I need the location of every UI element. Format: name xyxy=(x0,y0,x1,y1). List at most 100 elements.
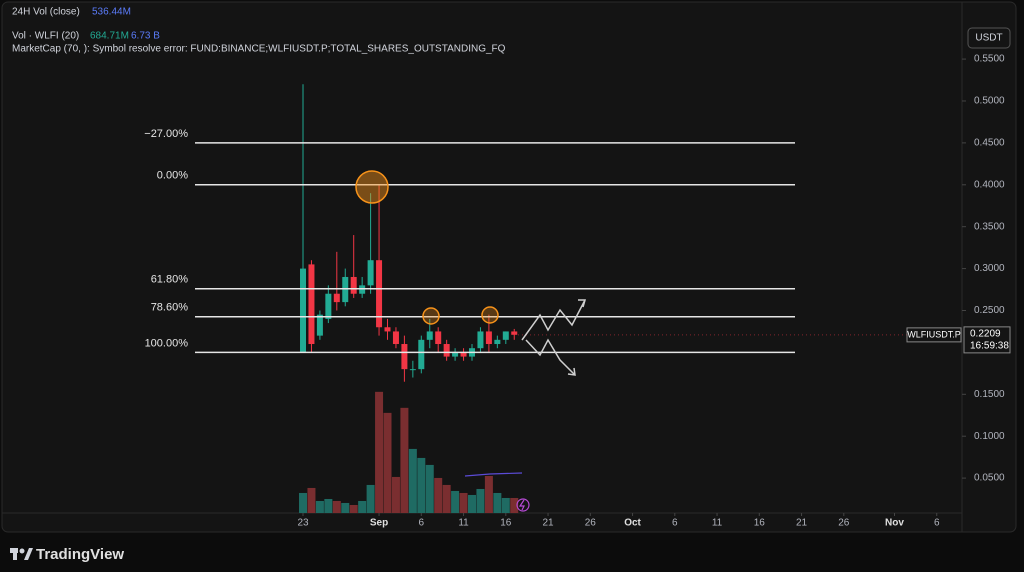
y-tick-label: 0.3000 xyxy=(974,263,1005,274)
volume-bar xyxy=(510,497,519,513)
volume-bar xyxy=(417,457,426,513)
x-tick-label: 21 xyxy=(542,518,554,529)
candle-body xyxy=(384,327,391,332)
y-tick-label: 0.4000 xyxy=(974,179,1005,190)
candle-body xyxy=(485,331,492,345)
y-tick-label: 0.5500 xyxy=(974,54,1005,65)
x-tick-label: 11 xyxy=(458,518,469,529)
candle-body xyxy=(376,260,383,328)
volume-bar xyxy=(307,487,316,513)
legend-vol-value: 684.71M xyxy=(90,31,129,42)
candle-body xyxy=(342,276,349,303)
x-tick-label: 23 xyxy=(297,518,309,529)
volume-bar xyxy=(315,500,324,513)
volume-bar xyxy=(349,504,358,513)
y-tick-label: 0.0500 xyxy=(974,473,1005,484)
volume-bar xyxy=(442,484,451,513)
volume-bar xyxy=(408,448,417,513)
candle-body xyxy=(452,352,459,357)
legend-vol24-label: 24H Vol (close) xyxy=(12,7,80,18)
candle-body xyxy=(300,268,307,353)
last-price-label: 0.2209 xyxy=(970,329,1001,340)
candle-body xyxy=(325,293,332,319)
candle-body xyxy=(359,285,366,294)
candle-body xyxy=(316,314,323,336)
volume-bar xyxy=(332,500,341,513)
volume-bar xyxy=(391,476,400,513)
chart-pane xyxy=(1,1,1017,533)
volume-bar xyxy=(501,497,510,513)
fib-label: 0.00% xyxy=(157,170,188,182)
x-tick-label: 11 xyxy=(712,518,723,529)
countdown: 16:59:38 xyxy=(970,341,1009,352)
candle-body xyxy=(502,331,509,340)
y-tick-label: 0.1000 xyxy=(974,431,1005,442)
x-tick-label: 26 xyxy=(838,518,850,529)
fib-label: −27.00% xyxy=(144,128,188,140)
candle-body xyxy=(418,339,425,370)
y-tick-label: 0.2500 xyxy=(974,305,1005,316)
volume-bar xyxy=(476,488,485,513)
candle-body xyxy=(494,339,501,345)
candle-body xyxy=(435,331,442,345)
fib-label: 78.60% xyxy=(151,302,189,314)
candle-body xyxy=(460,352,467,357)
symbol-tag-label: WLFIUSDT.P xyxy=(907,329,961,339)
volume-bar xyxy=(400,407,409,513)
legend-vol24-value: 536.44M xyxy=(92,7,131,18)
volume-bar xyxy=(434,477,443,513)
symbol-tag xyxy=(906,327,962,343)
currency-button-label[interactable]: USDT xyxy=(975,33,1002,44)
y-tick-label: 0.1500 xyxy=(974,389,1005,400)
volume-bar xyxy=(324,498,333,513)
candle-body xyxy=(367,260,374,286)
x-tick-label: 26 xyxy=(585,518,597,529)
x-tick-label: 6 xyxy=(419,518,425,529)
brand: TradingView xyxy=(36,546,124,563)
volume-bar xyxy=(493,492,502,513)
y-tick-label: 0.4500 xyxy=(974,138,1005,149)
x-tick-label: Nov xyxy=(885,518,904,529)
annotations xyxy=(355,170,586,512)
volume-bar xyxy=(468,494,477,513)
volume-bar xyxy=(459,492,468,513)
volume-bar xyxy=(341,502,350,513)
x-tick-label: 6 xyxy=(672,518,678,529)
volume-bar xyxy=(451,490,460,513)
x-tick-label: 21 xyxy=(796,518,808,529)
candle-body xyxy=(350,276,357,294)
volume-bar xyxy=(299,492,308,513)
volume-bar xyxy=(366,484,375,513)
candle-body xyxy=(333,293,340,303)
tv-logo xyxy=(10,548,33,560)
candle-body xyxy=(511,331,518,335)
volume-bar xyxy=(375,391,384,513)
x-tick-label: Sep xyxy=(370,518,388,529)
legend-vol-label: Vol · WLFI (20) xyxy=(12,31,79,42)
volume-bar xyxy=(358,500,367,513)
x-tick-label: 16 xyxy=(754,518,766,529)
y-tick-label: 0.5000 xyxy=(974,96,1005,107)
currency-button[interactable] xyxy=(967,27,1011,49)
candle-body xyxy=(409,369,416,371)
volume-bar xyxy=(383,412,392,513)
volume-bar xyxy=(484,475,493,513)
x-tick-label: 6 xyxy=(934,518,940,529)
candle-body xyxy=(401,344,408,370)
candle-body xyxy=(308,264,315,345)
candle-body xyxy=(443,344,450,357)
x-tick-label: Oct xyxy=(624,518,641,529)
fib-label: 100.00% xyxy=(145,337,189,349)
x-tick-label: 16 xyxy=(500,518,512,529)
candle-body xyxy=(477,331,484,349)
y-tick-label: 0.3500 xyxy=(974,221,1005,232)
price-tag xyxy=(963,326,1011,354)
legend-marketcap-error: MarketCap (70, ): Symbol resolve error: … xyxy=(12,44,506,55)
legend-vol-ma: 6.73 B xyxy=(131,31,160,42)
volume-bar xyxy=(425,464,434,513)
candle-body xyxy=(426,331,433,340)
fib-label: 61.80% xyxy=(151,274,189,286)
candle-body xyxy=(392,331,399,345)
